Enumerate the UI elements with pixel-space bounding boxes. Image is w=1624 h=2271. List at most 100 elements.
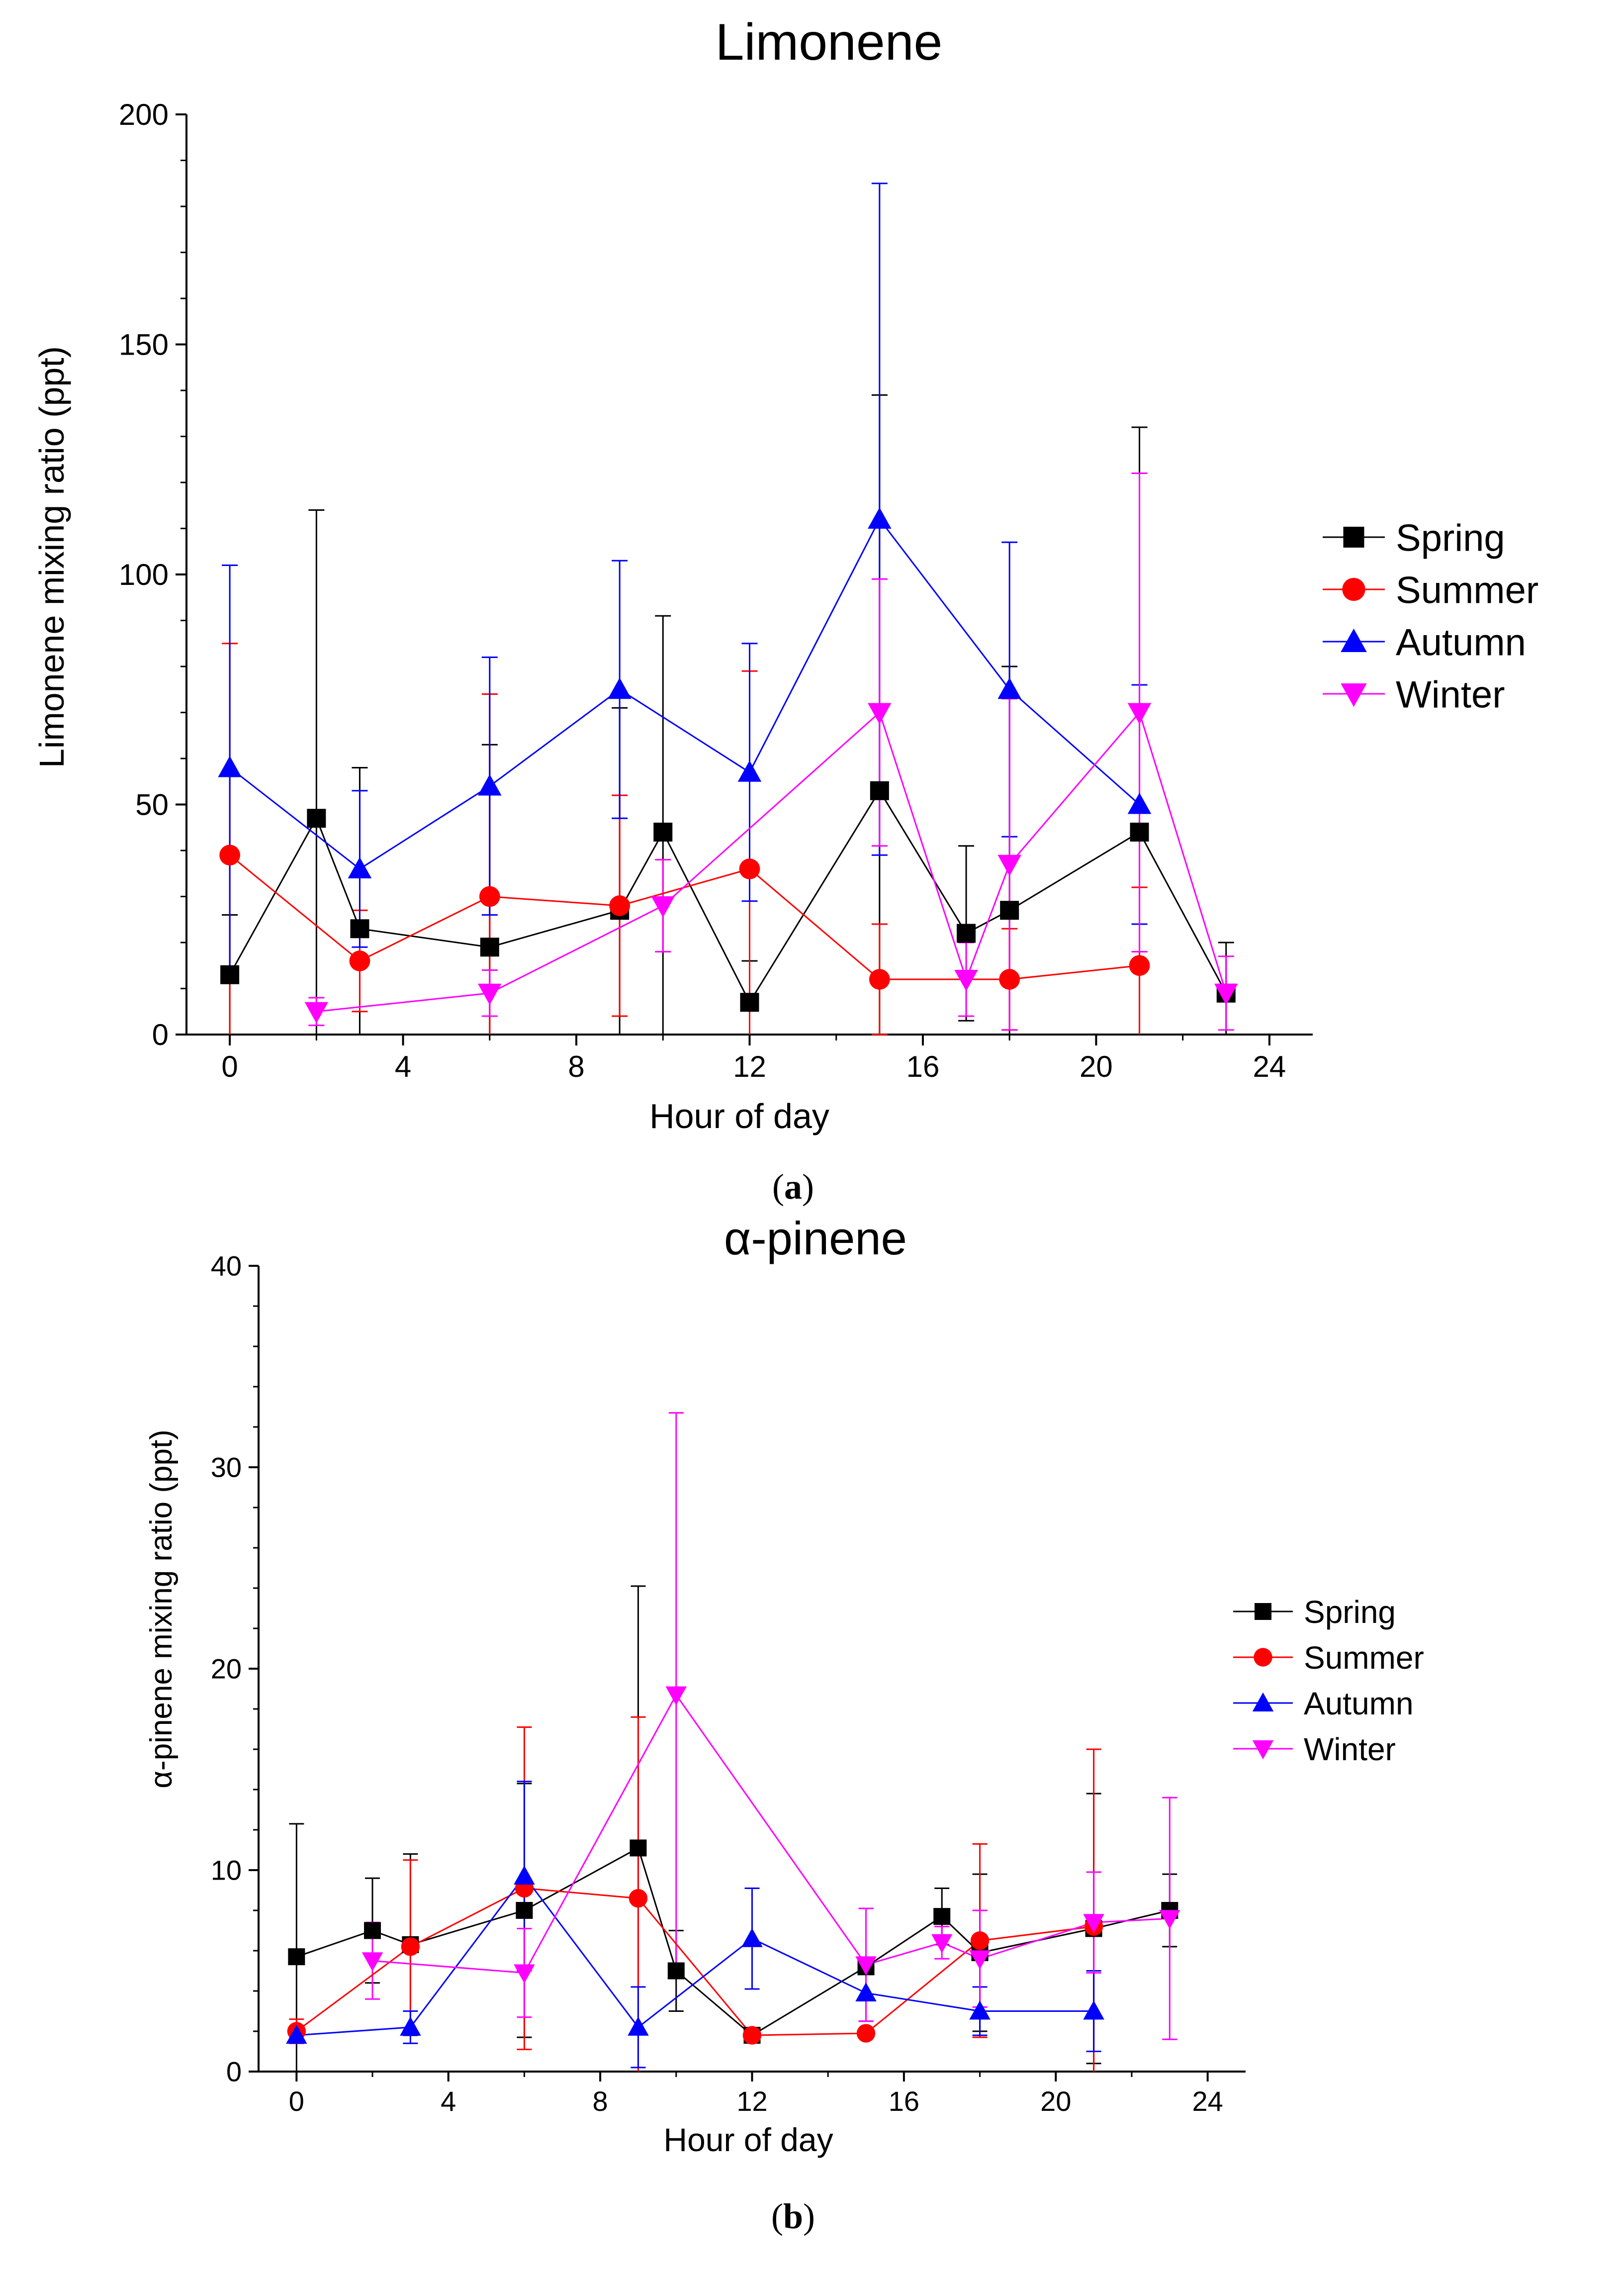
data-point-autumn [628,2016,649,2036]
legend-label-autumn: Autumn [1304,1686,1414,1721]
data-point-spring [307,809,326,828]
legend-marker-autumn [1341,628,1367,652]
data-point-spring [516,1902,533,1919]
data-point-summer [1129,955,1150,976]
data-point-spring [350,919,369,939]
data-point-winter [304,1002,329,1024]
data-point-winter [651,896,675,918]
data-point-spring [364,1922,381,1939]
data-point-autumn [348,857,372,878]
data-point-spring [740,993,759,1012]
data-point-summer [856,2024,876,2043]
legend-label-winter: Winter [1304,1731,1396,1767]
x-tick-label: 8 [568,1050,584,1083]
panel-label-b-letter: b [783,2196,803,2236]
x-tick-label: 4 [441,2085,456,2117]
series-line-summer [296,1887,1094,2036]
y-tick-label: 20 [211,1653,242,1685]
data-point-autumn [514,1865,535,1885]
legend-label-winter: Winter [1396,673,1505,716]
legend-marker-spring [1255,1603,1271,1620]
panel-label-b: (b) [771,2196,815,2236]
data-point-spring [630,1839,647,1857]
data-point-autumn [855,1982,877,2002]
data-point-summer [401,1937,420,1956]
legend-marker-autumn [1252,1692,1274,1711]
y-tick-label: 150 [119,328,169,362]
series-line-winter [316,711,1227,1013]
data-point-winter [665,1686,687,1705]
series-line-winter [372,1693,1170,1974]
data-point-winter [1083,1914,1104,1933]
data-point-spring [480,938,499,957]
legend-marker-spring [1343,527,1364,548]
x-tick-label: 24 [1253,1050,1286,1083]
data-point-autumn [969,2000,991,2020]
data-point-autumn [1083,2000,1104,2020]
data-point-winter [1159,1910,1180,1929]
legend-marker-winter [1252,1740,1274,1760]
data-point-summer [869,969,890,990]
legend-label-spring: Spring [1396,517,1505,559]
data-point-autumn [218,756,242,777]
data-point-autumn [737,760,762,782]
chart-title: Limonene [716,13,943,71]
chart-title: α-pinene [724,1212,907,1264]
legend-label-summer: Summer [1304,1640,1424,1676]
series-lines [229,518,1227,1013]
x-tick-label: 20 [1080,1050,1113,1083]
data-point-winter [997,854,1021,876]
data-point-spring [957,924,976,943]
series-markers [218,507,1238,1024]
data-point-spring [288,1948,305,1966]
x-axis-label: Hour of day [663,2121,833,2158]
legend-label-summer: Summer [1396,569,1538,611]
data-point-autumn [400,2016,421,2036]
x-tick-label: 12 [736,2085,767,2117]
chart-limonene: Limonene Limonene mixing ratio (ppt) Hou… [32,13,1538,1207]
x-tick-label: 8 [593,2085,608,2117]
data-point-summer [479,886,500,907]
x-tick-label: 16 [889,2085,919,2117]
data-point-winter [868,703,892,725]
data-point-winter [855,1956,877,1976]
legend-marker-summer [1342,577,1365,601]
data-point-autumn [608,677,632,699]
data-point-autumn [1127,792,1152,814]
y-tick-label: 30 [211,1452,242,1483]
chart-alpha-pinene: α-pinene α-pinene mixing ratio (ppt) Hou… [144,1212,1424,2236]
legend-marker-winter [1341,683,1367,707]
series-markers [286,1686,1180,2045]
x-tick-label: 24 [1192,2085,1223,2117]
legend-marker-summer [1254,1648,1272,1667]
series-line-autumn [229,518,1140,870]
panel-label-a: (a) [772,1167,814,1207]
y-tick-label: 40 [211,1250,242,1282]
data-point-summer [742,2026,762,2045]
data-point-summer [739,858,760,879]
legend-label-spring: Spring [1304,1594,1396,1630]
data-point-spring [653,823,673,842]
x-tick-label: 4 [395,1050,411,1083]
data-point-spring [667,1962,685,1980]
data-point-summer [629,1889,648,1908]
legend-label-autumn: Autumn [1396,621,1526,663]
data-point-spring [1000,901,1019,920]
series-lines [296,1693,1170,2036]
y-tick-label: 10 [211,1855,242,1886]
data-point-winter [1127,703,1152,725]
series-line-autumn [296,1875,1094,2036]
data-point-winter [954,970,978,991]
data-point-winter [931,1934,953,1954]
data-point-spring [1130,823,1149,842]
legend: Spring Summer Autumn Winter [1323,517,1538,716]
x-axis-label: Hour of day [649,1097,829,1136]
axes: 0 4 8 12 16 20 24 0 50 100 150 200 [119,98,1313,1083]
y-axis-label: Limonene mixing ratio (ppt) [32,346,71,768]
y-tick-label: 0 [226,2056,242,2087]
y-tick-label: 50 [135,788,169,822]
panel-label-a-letter: a [784,1167,802,1207]
data-point-spring [220,965,240,984]
x-tick-label: 0 [289,2085,304,2117]
